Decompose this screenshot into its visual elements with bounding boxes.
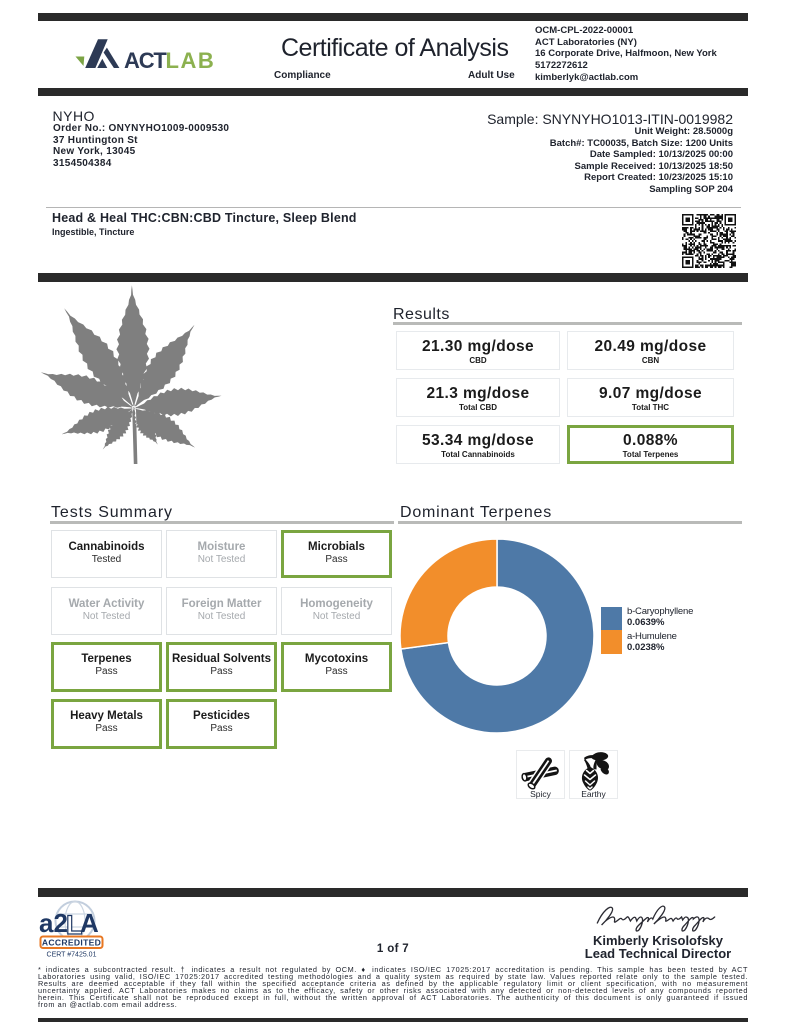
svg-text:a2: a2 [39,908,68,938]
svg-text:ACCREDITED: ACCREDITED [42,938,101,948]
svg-text:A: A [80,908,99,938]
svg-text:L: L [66,910,83,940]
svg-text:LAB: LAB [166,48,216,73]
svg-text:CERT #7425.01: CERT #7425.01 [47,952,97,959]
svg-text:ACT: ACT [124,48,167,73]
